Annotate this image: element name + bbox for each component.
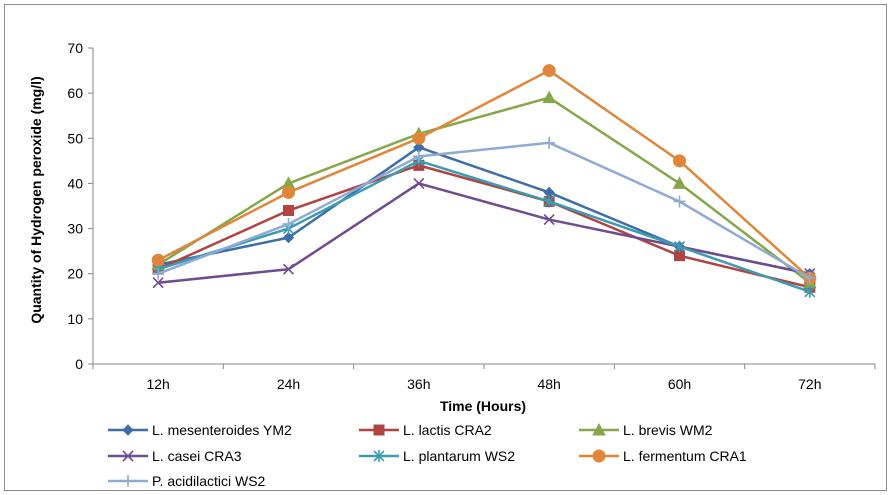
series-line [157,159,811,293]
data-point [412,150,425,163]
legend-swatch-marker [122,475,134,487]
chart-frame [4,4,887,491]
data-point [413,177,425,189]
y-tick-label: 40 [67,175,83,191]
y-axis-title: Quantity of Hydrogen peroxide (mg/l) [28,76,44,323]
x-tick-label: 72h [798,376,821,392]
data-point [412,131,426,145]
data-point [152,267,165,280]
x-tick-label: 36h [407,376,430,392]
data-point [543,213,555,226]
series-7 [152,136,816,285]
legend-swatch-marker [373,450,385,462]
x-axis-title: Time (Hours) [440,398,526,414]
y-axis-ticks: 0 10 20 30 40 50 60 70 [67,40,93,372]
series-line [157,141,811,280]
legend-label: L. plantarum WS2 [403,448,515,464]
series-group [151,64,817,298]
data-point [672,176,687,189]
legend-item: L. fermentum CRA1 [579,448,747,464]
x-tick-label: 24h [277,376,300,392]
legend-item: L. mesenteroides YM2 [108,422,292,438]
data-point [282,218,295,231]
data-point [282,185,295,199]
legend-swatch-marker [592,449,606,463]
legend-swatch-marker [122,424,134,436]
legend: L. mesenteroides YM2 L. lactis CRA2 L. bre… [108,422,747,489]
legend-label: L. fermentum CRA1 [623,448,747,464]
x-tick-label: 12h [146,376,169,392]
legend-swatch-marker [592,422,606,436]
axes [92,48,875,365]
data-point [151,253,165,267]
legend-item: L. casei CRA3 [108,448,242,464]
data-point [542,90,557,104]
data-point [282,263,295,275]
data-point [673,195,686,208]
legend-label: L. brevis WM2 [623,422,713,438]
legend-item: L. brevis WM2 [579,422,713,438]
data-point [804,285,816,298]
y-tick-label: 30 [67,221,83,237]
legend-item: L. lactis CRA2 [359,422,492,438]
x-axis-ticks: 12h 24h 36h 48h 60h 72h [92,364,876,392]
series-6 [151,64,817,285]
series-line [158,182,811,284]
x-tick-label: 60h [668,376,691,392]
y-tick-label: 10 [67,311,83,327]
legend-item: P. acidilactici WS2 [108,473,266,489]
data-point [673,240,686,253]
data-point [152,277,164,289]
y-tick-label: 70 [67,40,83,56]
x-tick-label: 48h [537,376,560,392]
y-tick-label: 50 [67,130,83,146]
legend-item: L. plantarum WS2 [359,448,515,464]
data-point [282,231,295,244]
data-point [542,64,556,78]
series-line [157,96,811,284]
data-point [803,272,816,285]
data-point [673,154,686,168]
legend-label: P. acidilactici WS2 [152,473,266,489]
legend-swatch-marker [373,424,385,436]
legend-label: L. lactis CRA2 [403,422,492,438]
y-tick-label: 20 [67,266,83,282]
y-tick-label: 60 [67,85,83,101]
data-point [543,195,555,208]
series-line [157,164,811,289]
legend-swatch-marker [122,450,134,462]
legend-label: L. casei CRA3 [152,448,242,464]
data-point [283,205,294,217]
legend-label: L. mesenteroides YM2 [152,422,292,438]
data-point [543,136,556,149]
series-line [157,69,811,280]
y-tick-label: 0 [75,356,83,372]
